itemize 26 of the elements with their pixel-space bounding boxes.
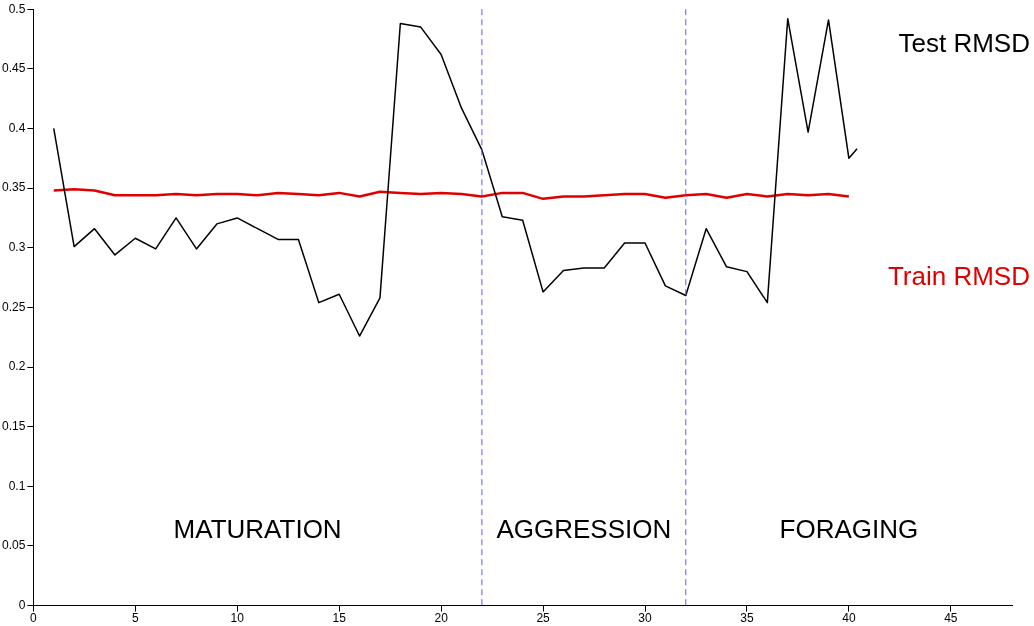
x-tick-label: 40 (842, 611, 856, 626)
y-tick-label: 0.4 (8, 120, 26, 135)
y-tick-label: 0.35 (2, 180, 26, 195)
text: Train RMSD (887, 260, 1030, 291)
x-tick-label: 5 (131, 611, 139, 626)
x-tick-label: 0 (30, 611, 38, 626)
x-tick-label: 15 (332, 611, 347, 626)
x-tick-label: 25 (536, 611, 551, 626)
annotation: MATURATION (173, 514, 342, 545)
text: Test RMSD (898, 28, 1030, 59)
y-tick-label: 0.3 (8, 240, 26, 255)
x-tick-label: 45 (944, 611, 958, 626)
y-tick-label: 0.45 (2, 61, 26, 76)
x-tick-label: 35 (740, 611, 754, 626)
x-tick-label: 20 (434, 611, 449, 626)
y-tick-label: 0.5 (8, 1, 26, 16)
y-tick-label: 0.25 (2, 299, 26, 314)
annotation: AGGRESSION (496, 514, 672, 545)
y-tick-label: 0.2 (8, 359, 26, 374)
x-tick-label: 30 (638, 611, 652, 626)
y-tick-label: 0.05 (2, 538, 26, 553)
y-tick-label: 0 (18, 597, 26, 612)
annotation: FORAGING (779, 514, 919, 545)
y-tick-label: 0.15 (2, 418, 26, 433)
x-tick-label: 10 (230, 611, 245, 626)
y-tick-label: 0.1 (8, 478, 26, 493)
